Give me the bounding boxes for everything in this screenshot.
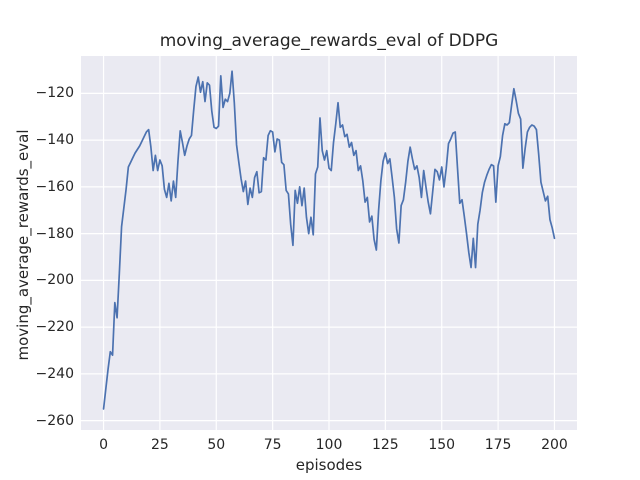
x-tick-label: 25 [150,437,169,453]
x-tick-label: 175 [484,437,512,453]
y-tick-label: −240 [35,365,74,382]
chart-title: moving_average_rewards_eval of DDPG [159,31,499,51]
x-tick-label: 0 [99,437,108,453]
x-axis-label: episodes [295,456,363,474]
y-tick-label: −180 [35,225,74,242]
x-tick-label: 200 [541,437,568,453]
y-tick-label: −260 [35,412,74,429]
x-tick-label: 100 [315,437,343,453]
y-tick-label: −160 [35,178,74,195]
y-tick-label: −120 [35,85,74,102]
plot-area [81,56,577,430]
y-tick-label: −200 [35,272,74,289]
y-tick-label: −140 [35,132,74,149]
x-tick-label: 150 [428,437,456,453]
y-axis-label: moving_average_rewards_eval [14,129,32,361]
x-tick-label: 50 [207,437,226,453]
x-tick-label: 125 [371,437,399,453]
line-plot-svg [81,56,577,430]
x-tick-label: 75 [263,437,282,453]
data-line [102,70,556,410]
y-tick-label: −220 [35,319,74,336]
